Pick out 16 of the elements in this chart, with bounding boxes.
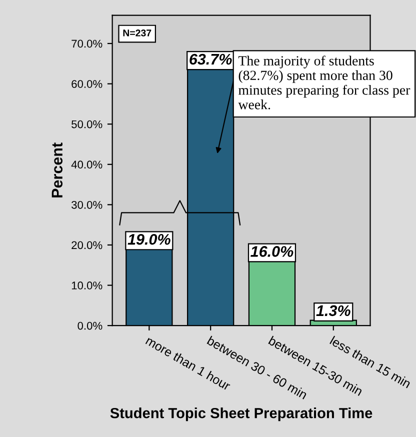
y-tick-label: 10.0% (72, 282, 102, 290)
annotation: The majority of students (82.7%) spent more than 30 minutes preparing for class per week. (238, 56, 410, 110)
annotation: N=237 (123, 30, 152, 36)
data-label: 19.0% (128, 234, 170, 245)
y-tick-label: 0.0% (78, 322, 102, 330)
y-tick-label: 70.0% (72, 40, 102, 48)
y-tick-label: 50.0% (72, 120, 102, 128)
data-label: 63.7% (190, 54, 232, 65)
x-axis-title: Student Topic Sheet Preparation Time (110, 408, 372, 422)
y-tick-label: 40.0% (71, 160, 102, 169)
data-label: 1.3% (316, 305, 350, 316)
y-tick-label: 20.0% (72, 241, 102, 250)
y-tick-label: 30.0% (72, 200, 102, 209)
y-tick-label: 60.0% (72, 80, 102, 88)
data-label: 16.0% (250, 246, 294, 257)
y-axis-title: Percent (52, 142, 63, 198)
